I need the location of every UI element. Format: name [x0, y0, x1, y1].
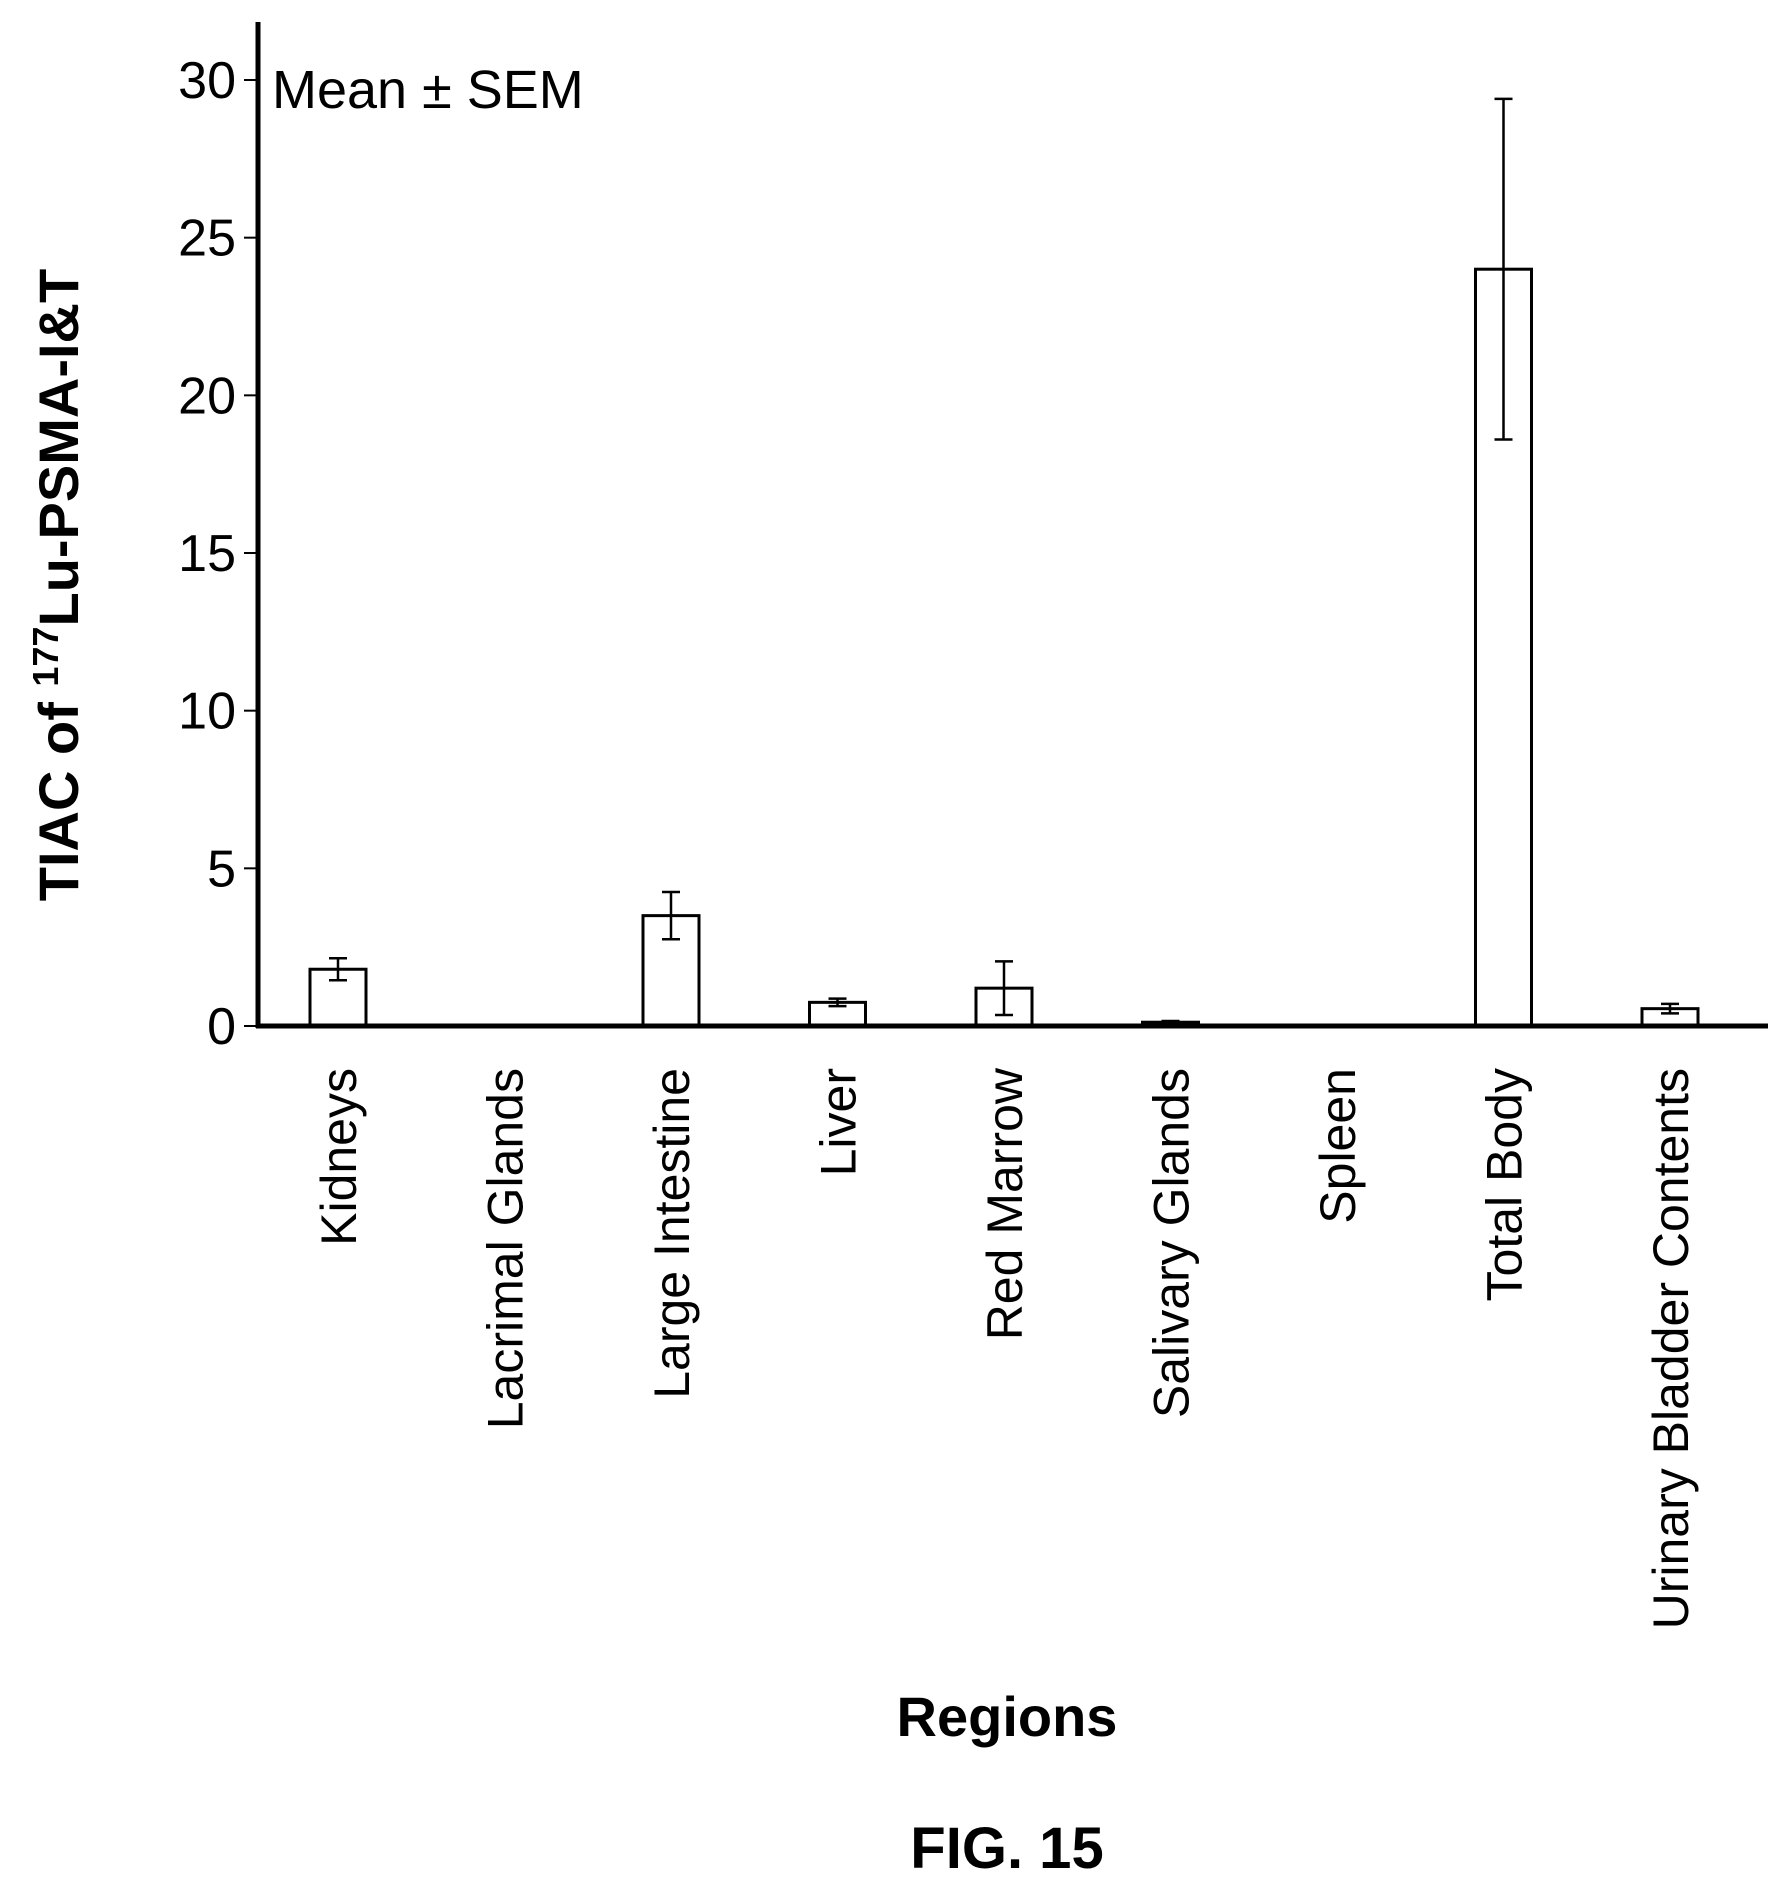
- x-tick-labels: Kidneys Lacrimal Glands Large Intestine Liv…: [311, 1067, 1699, 1629]
- error-bar: [329, 956, 347, 982]
- x-tick-label: Total Body: [1477, 1068, 1533, 1301]
- y-axis-title: TIAC of 177Lu-PSMA-I&T: [25, 269, 91, 901]
- y-tick-label: 20: [178, 367, 236, 425]
- y-tick-label: 5: [207, 840, 236, 898]
- y-axis-title-suffix: Lu-PSMA-I&T: [27, 269, 90, 627]
- y-axis-title-prefix: TIAC of: [27, 687, 90, 902]
- y-tick-label: 0: [207, 998, 236, 1056]
- bar: [641, 914, 701, 1028]
- y-tick-label: 25: [178, 210, 236, 268]
- error-bar: [1494, 97, 1513, 441]
- figure-caption: FIG. 15: [910, 1816, 1103, 1881]
- x-tick-label: Lacrimal Glands: [478, 1068, 534, 1429]
- y-tick-label: 15: [178, 525, 236, 583]
- x-tick-label: Spleen: [1310, 1068, 1366, 1224]
- x-tick-label: Urinary Bladder Contents: [1643, 1068, 1699, 1629]
- y-ticks: 0 5 10 15 20 25 30: [178, 52, 258, 1056]
- error-bar: [828, 997, 847, 1008]
- error-bar: [1661, 1002, 1679, 1015]
- bars: [308, 267, 1700, 1028]
- annotation-mean-sem: Mean ± SEM: [272, 60, 584, 120]
- x-tick-label: Salivary Glands: [1144, 1068, 1200, 1418]
- x-tick-label: Red Marrow: [977, 1067, 1033, 1340]
- error-bar: [995, 960, 1013, 1017]
- error-bar: [1161, 1019, 1180, 1025]
- x-tick-label: Kidneys: [311, 1068, 367, 1246]
- x-axis-title: Regions: [897, 1685, 1118, 1748]
- y-axis-title-superscript: 177: [25, 627, 66, 687]
- error-bar: [662, 890, 680, 941]
- x-tick-label: Liver: [811, 1068, 867, 1176]
- x-tick-label: Large Intestine: [644, 1068, 700, 1399]
- y-tick-label: 30: [178, 52, 236, 110]
- y-tick-label: 10: [178, 683, 236, 741]
